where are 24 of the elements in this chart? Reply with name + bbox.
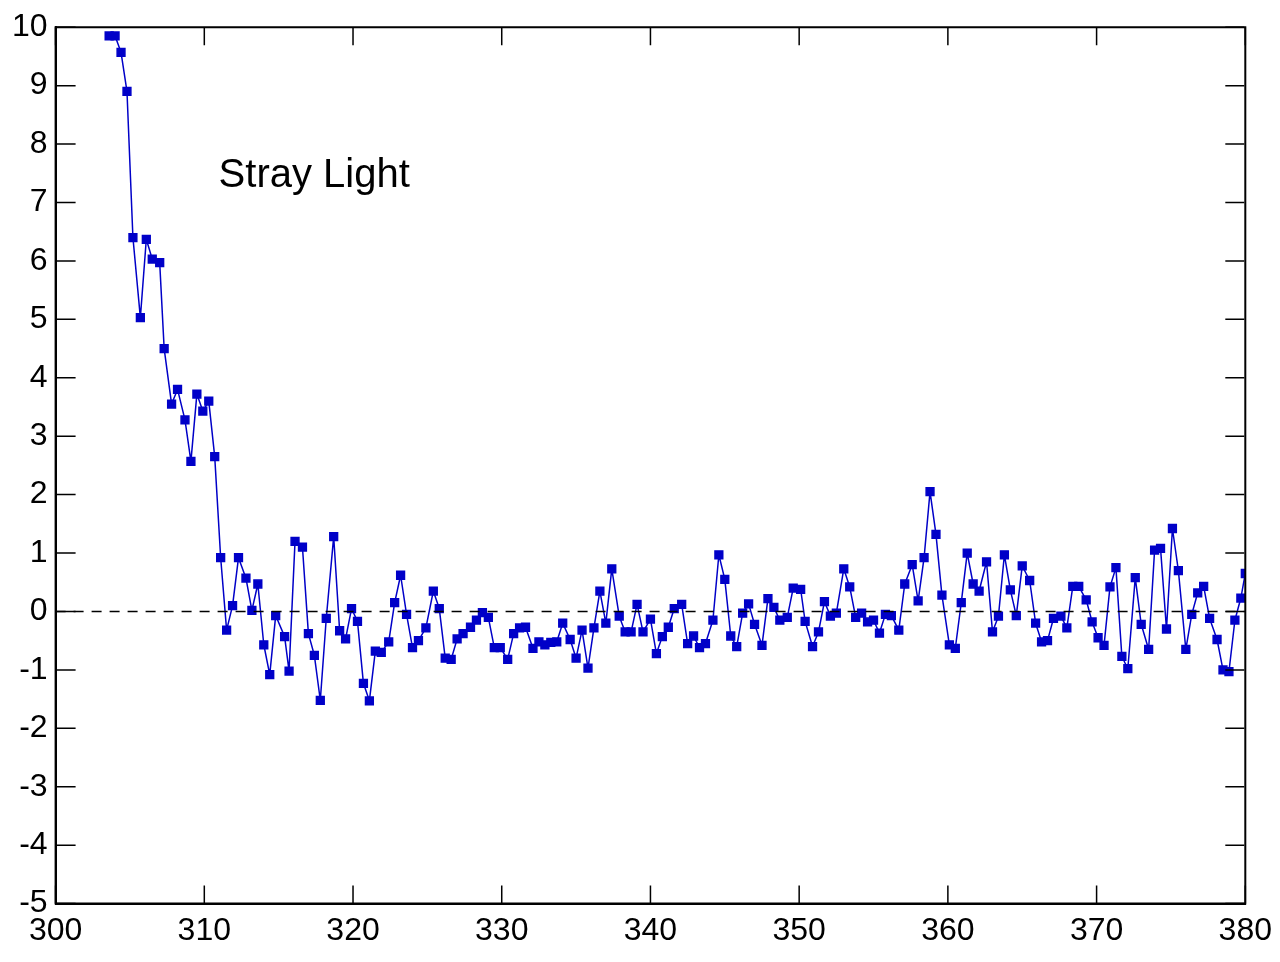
y-tick-label: -4 — [19, 825, 48, 861]
y-tick-label: -1 — [19, 649, 48, 686]
y-tick-label: 7 — [29, 182, 48, 219]
x-tick-label: 320 — [326, 910, 380, 947]
x-tick-label: 350 — [772, 910, 826, 947]
x-tick-label: 380 — [1218, 910, 1272, 947]
y-tick-label: -2 — [19, 708, 48, 745]
x-tick-label: 370 — [1069, 910, 1124, 947]
y-tick-label: 0 — [29, 591, 48, 628]
y-tick-label: 3 — [29, 416, 48, 453]
annotation: Stray Light — [218, 151, 410, 196]
x-tick-label: 330 — [475, 910, 529, 947]
y-tick-label: 4 — [29, 357, 48, 394]
y-tick-label: 6 — [29, 240, 48, 277]
y-tick-label: 9 — [29, 65, 48, 102]
y-tick-label: 1 — [29, 532, 48, 569]
y-tick-label: 10 — [12, 7, 48, 44]
y-tick-label: 8 — [29, 123, 48, 160]
x-tick-label: 340 — [623, 910, 678, 947]
y-tick-label: -3 — [19, 766, 48, 803]
y-tick-label: 2 — [29, 474, 48, 511]
x-tick-label: 310 — [177, 910, 231, 947]
x-tick-label: 360 — [921, 910, 975, 947]
y-tick-label: 5 — [29, 299, 48, 336]
